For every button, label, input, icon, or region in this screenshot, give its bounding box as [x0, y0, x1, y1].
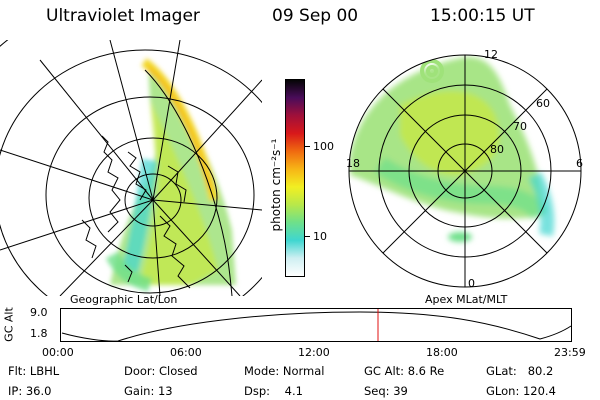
info-gc-alt: GC Alt: 8.6 Re: [364, 364, 445, 378]
info-mode: Mode: Normal: [244, 364, 325, 378]
polar-grid: [348, 54, 582, 288]
mlt-label-6: 6: [576, 157, 583, 170]
time-tick-0000: 00:00: [42, 346, 74, 359]
aurora-emission-left: [105, 58, 236, 292]
time-tick-0600: 06:00: [170, 346, 202, 359]
date-label: 09 Sep 00: [272, 6, 359, 26]
time-label: 15:00:15 UT: [430, 6, 535, 26]
colorbar-tick-100: [305, 146, 310, 147]
instrument-title: Ultraviolet Imager: [46, 6, 200, 26]
info-gain: Gain: 13: [124, 384, 173, 398]
time-tick-2359: 23:59: [554, 346, 586, 359]
colorbar-unit-label: photon cm⁻²s⁻¹: [269, 138, 283, 232]
altitude-plot: [60, 308, 572, 342]
mlt-label-18: 18: [346, 157, 360, 170]
dayside-ring-feature: [420, 59, 444, 83]
lat-label-80: 80: [490, 143, 504, 156]
coastlines: [81, 69, 233, 296]
alt-tick-9: 9.0: [30, 306, 48, 319]
alt-tick-1-8: 1.8: [30, 327, 48, 340]
lat-label-70: 70: [513, 120, 527, 133]
geographic-map-label: Geographic Lat/Lon: [70, 293, 178, 306]
info-ip: IP: 36.0: [8, 384, 52, 398]
latitude-circles: [0, 40, 262, 296]
colorbar: [285, 79, 305, 277]
apex-map-label: Apex MLat/MLT: [425, 293, 508, 306]
altitude-curve: [61, 311, 572, 342]
meridian-lines: [0, 40, 262, 296]
time-tick-1800: 18:00: [426, 346, 458, 359]
colorbar-label-10: 10: [313, 230, 327, 243]
colorbar-label-100: 100: [313, 140, 334, 153]
mlt-label-0: 0: [468, 277, 475, 290]
info-dsp: Dsp: 4.1: [244, 384, 303, 398]
info-glon: GLon: 120.4: [486, 384, 556, 398]
info-door: Door: Closed: [124, 364, 198, 378]
colorbar-tick-10: [305, 236, 310, 237]
aurora-emission-right: [350, 56, 555, 242]
gc-alt-axis-label: GC Alt: [2, 307, 16, 342]
info-seq: Seq: 39: [364, 384, 408, 398]
apex-polar-map: [348, 54, 582, 288]
mlt-label-12: 12: [484, 48, 498, 61]
lat-label-60: 60: [536, 97, 550, 110]
info-flt: Flt: LBHL: [8, 364, 60, 378]
time-tick-1200: 12:00: [298, 346, 330, 359]
geographic-map: [0, 40, 262, 296]
info-glat: GLat: 80.2: [486, 364, 554, 378]
